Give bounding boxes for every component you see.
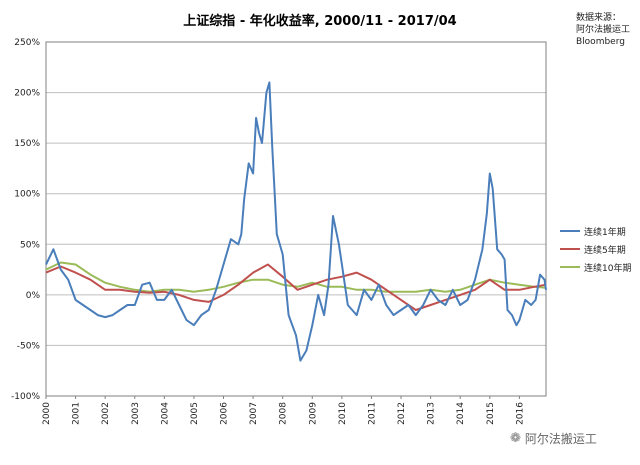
x-tick-label: 2008 [279,402,289,425]
legend-label: 连续1年期 [584,227,626,238]
plot-area [45,41,547,397]
series-line-1 [45,81,547,362]
x-tick-label: 2012 [397,402,407,425]
chart-legend: 连续1年期连续5年期连续10年期 [560,222,631,276]
chart-title: 上证综指 - 年化收益率, 2000/11 - 2017/04 [183,14,457,29]
y-tick-label: 200% [14,89,40,99]
x-tick-label: 2000 [42,402,52,425]
data-source: 数据来源： 阿尔法搬运工 Bloomberg [576,12,630,48]
y-tick-label: 250% [14,38,40,48]
legend-item-3: 连续10年期 [560,258,631,276]
y-tick-label: 100% [14,190,40,200]
x-tick-label: 2013 [427,402,437,425]
x-tick-label: 2016 [515,402,525,425]
legend-swatch [560,230,580,232]
y-tick-label: 150% [14,139,40,149]
watermark: ❁ 阿尔法搬运工 [510,430,597,447]
y-tick-label: 50% [20,240,40,250]
legend-label: 连续10年期 [584,263,632,274]
x-tick-label: 2005 [190,402,200,425]
x-tick-label: 2002 [101,402,111,425]
x-tick-label: 2004 [160,402,170,425]
x-tick-label: 2011 [367,402,377,425]
source-label: 数据来源： [576,13,622,23]
x-tick-label: 2010 [338,402,348,425]
legend-item-1: 连续1年期 [560,222,631,240]
series-line-2 [45,263,547,311]
source-provider: Bloomberg [576,37,625,47]
x-tick-label: 2003 [131,402,141,425]
y-tick-label: 0% [26,291,41,301]
x-tick-label: 2007 [249,402,259,425]
y-tick-label: -50% [17,341,41,351]
x-tick-label: 2006 [220,402,230,425]
legend-item-2: 连续5年期 [560,240,631,258]
wechat-icon: ❁ [510,431,521,446]
series-line-3 [45,261,547,293]
y-tick-label: -100% [11,392,40,402]
x-tick-label: 2001 [72,402,82,425]
x-tick-label: 2014 [456,402,466,425]
legend-swatch [560,248,580,250]
x-tick-label: 2015 [486,402,496,425]
watermark-text: 阿尔法搬运工 [524,432,597,446]
legend-swatch [560,266,580,268]
x-tick-label: 2009 [308,402,318,425]
source-name: 阿尔法搬运工 [576,25,631,35]
legend-label: 连续5年期 [584,245,626,256]
